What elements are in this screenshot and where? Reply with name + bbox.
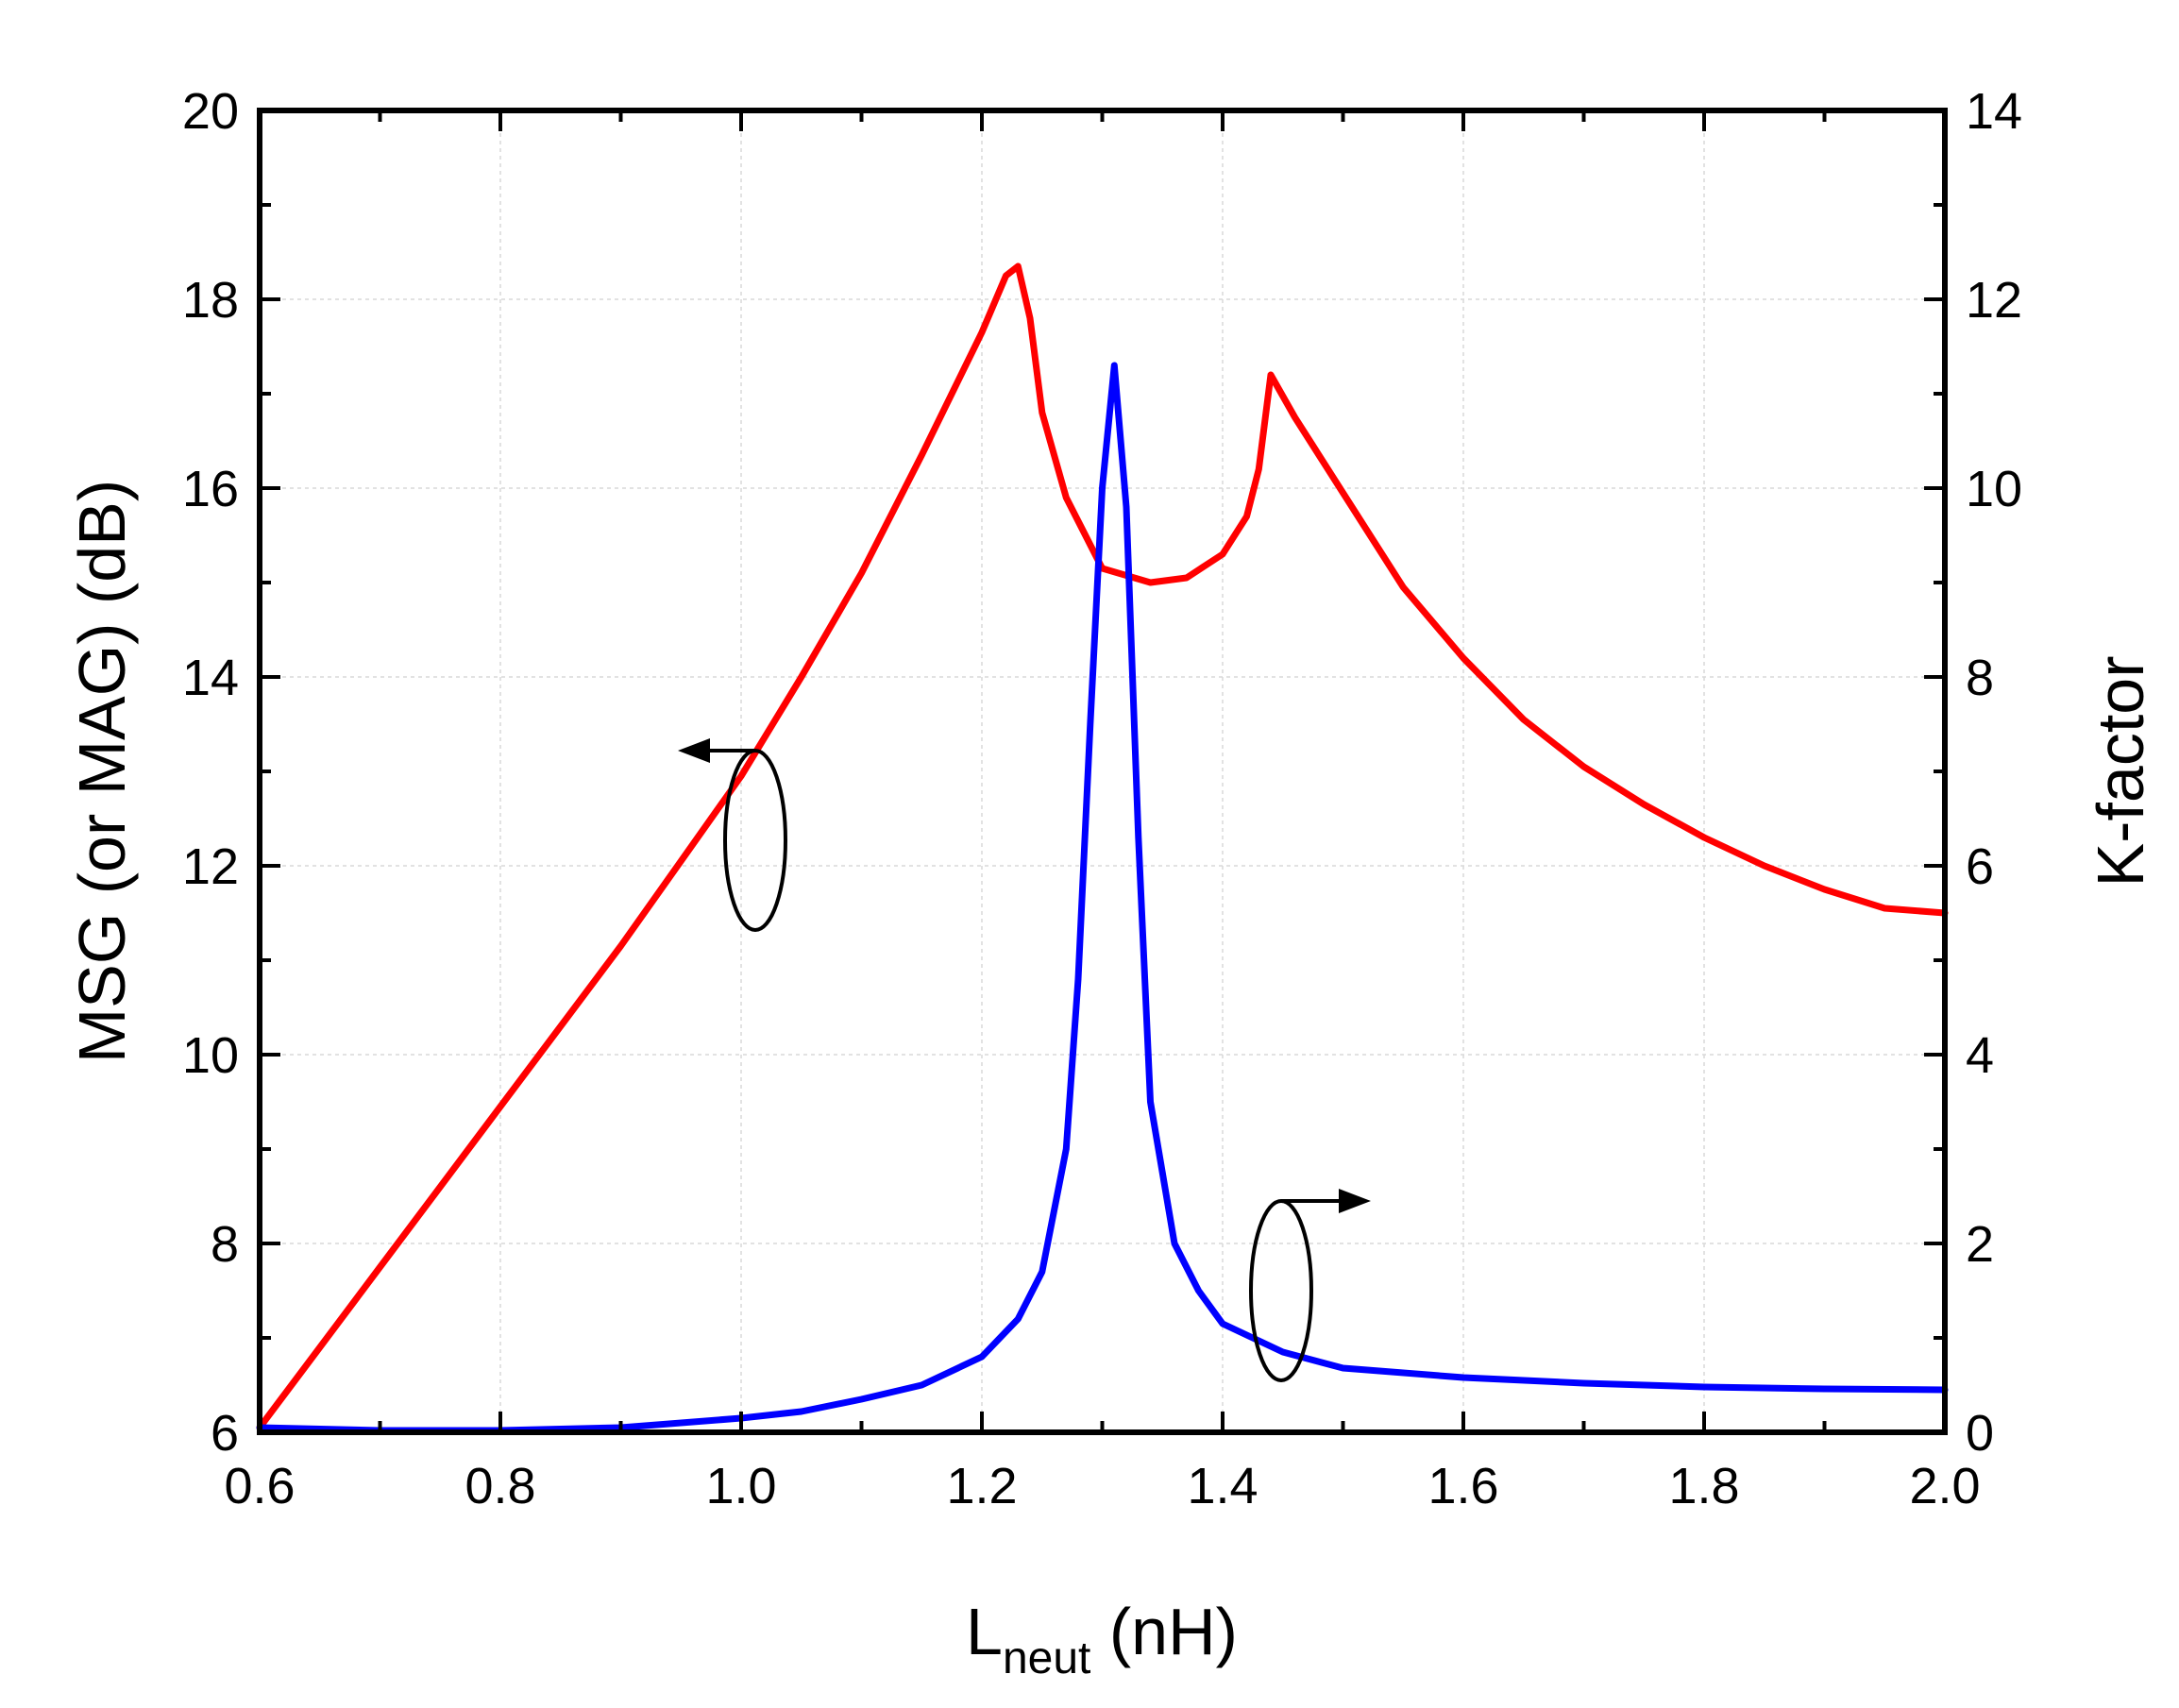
y-right-tick-label: 12 [1966,272,2022,329]
y-axis-left-title: MSG (or MAG) (dB) [65,480,139,1063]
series-line-k-factor [256,362,1949,1434]
x-tick-label: 1.6 [1427,1458,1498,1514]
plot-frame [257,108,1948,1435]
x-tick-label: 0.6 [224,1458,295,1514]
y-right-tick-label: 6 [1966,838,1994,895]
x-tick-label: 0.8 [465,1458,535,1514]
y-right-tick-label: 2 [1966,1216,1994,1273]
label-layer: 0.6 0.8 1.0 1.2 1.4 1.6 1.8 2.0 6 8 10 12 14 16 18 20 0 2… [182,83,2022,1514]
x-axis-title-main: L [966,1595,1003,1668]
msg-annotation [678,738,787,932]
y-left-tick-label: 8 [211,1216,239,1273]
y-right-tick-label: 10 [1966,461,2022,517]
y-right-tick-label: 14 [1966,83,2022,140]
series-layer [256,262,1949,1434]
y-left-tick-label: 10 [182,1027,239,1084]
x-tick-label: 1.4 [1187,1458,1258,1514]
y-left-tick-label: 20 [182,83,239,140]
x-tick-label: 1.8 [1668,1458,1739,1514]
msg-annotation-ellipse [723,749,787,932]
msg-annotation-arrowhead [678,738,710,763]
y-right-tick-label: 4 [1966,1027,1994,1084]
kfactor-annotation [1249,1189,1371,1382]
x-tick-label: 1.0 [705,1458,776,1514]
series-line-msg-or-mag [256,262,1949,1431]
kfactor-annotation-arrowhead [1339,1189,1371,1213]
x-axis-title: Lneut (nH) [966,1595,1238,1683]
x-tick-label: 1.2 [946,1458,1017,1514]
grid-layer [260,110,1945,1432]
y-left-tick-label: 6 [211,1405,239,1462]
x-axis-title-unit: (nH) [1090,1595,1238,1668]
y-right-tick-label: 8 [1966,650,1994,706]
y-right-tick-label: 0 [1966,1405,1994,1462]
x-tick-label: 2.0 [1909,1458,1980,1514]
y-left-tick-label: 14 [182,650,239,706]
y-left-tick-label: 16 [182,461,239,517]
y-left-tick-label: 18 [182,272,239,329]
x-axis-title-sub: neut [1003,1633,1090,1683]
y-left-tick-label: 12 [182,838,239,895]
tick-layer [258,109,1947,1434]
y-axis-right-title: K-factor [2084,655,2157,887]
